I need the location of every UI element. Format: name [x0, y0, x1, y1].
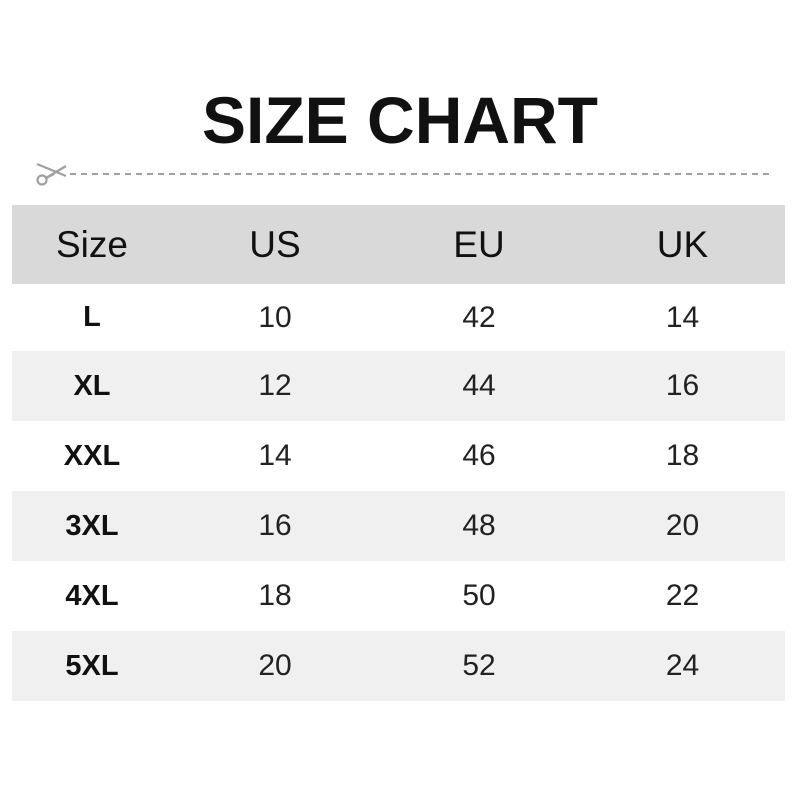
cell-us: 14: [258, 439, 292, 472]
table-row: 4XL 18 50 22: [12, 561, 785, 631]
table-row: XL 12 44 16: [12, 351, 785, 421]
cell-eu: 50: [462, 579, 496, 612]
cell-us: 12: [258, 369, 292, 402]
header-us: US: [249, 223, 301, 265]
cell-eu: 48: [462, 509, 496, 542]
size-table: Size US EU UK L 10 42 14 XL 12 44 16 XXL 14 46 18 3X…: [12, 205, 785, 701]
cell-us: 16: [258, 509, 292, 542]
cell-uk: 24: [665, 649, 700, 682]
header-uk: UK: [656, 223, 709, 265]
table-row: 3XL 16 48 20: [12, 491, 785, 561]
scissors-icon: [36, 162, 67, 186]
cell-eu: 44: [462, 369, 496, 402]
cell-eu: 42: [462, 300, 496, 334]
cell-size: 4XL: [65, 579, 119, 612]
table-row: 5XL 20 52 24: [12, 631, 785, 701]
cell-size: 3XL: [65, 509, 119, 542]
table-row: L 10 42 14: [12, 284, 785, 351]
cell-uk: 14: [665, 300, 700, 334]
page-title: SIZE CHART: [202, 83, 598, 157]
cell-size: XL: [73, 369, 111, 402]
table-header-row: Size US EU UK: [12, 205, 785, 284]
cell-eu: 52: [462, 649, 496, 682]
cell-size: 5XL: [65, 649, 119, 682]
cell-uk: 18: [665, 439, 700, 472]
cell-us: 18: [258, 579, 292, 612]
header-eu: EU: [453, 223, 505, 265]
cell-size: L: [83, 301, 101, 333]
cell-size: XXL: [63, 439, 121, 472]
header-size: Size: [56, 223, 128, 265]
cell-us: 10: [258, 300, 292, 334]
cell-uk: 16: [665, 369, 700, 402]
cell-eu: 46: [462, 439, 496, 472]
cell-us: 20: [258, 649, 292, 682]
cut-line: [36, 162, 769, 186]
cell-uk: 22: [665, 579, 700, 612]
table-row: XXL 14 46 18: [12, 421, 785, 491]
cell-uk: 20: [665, 509, 700, 542]
